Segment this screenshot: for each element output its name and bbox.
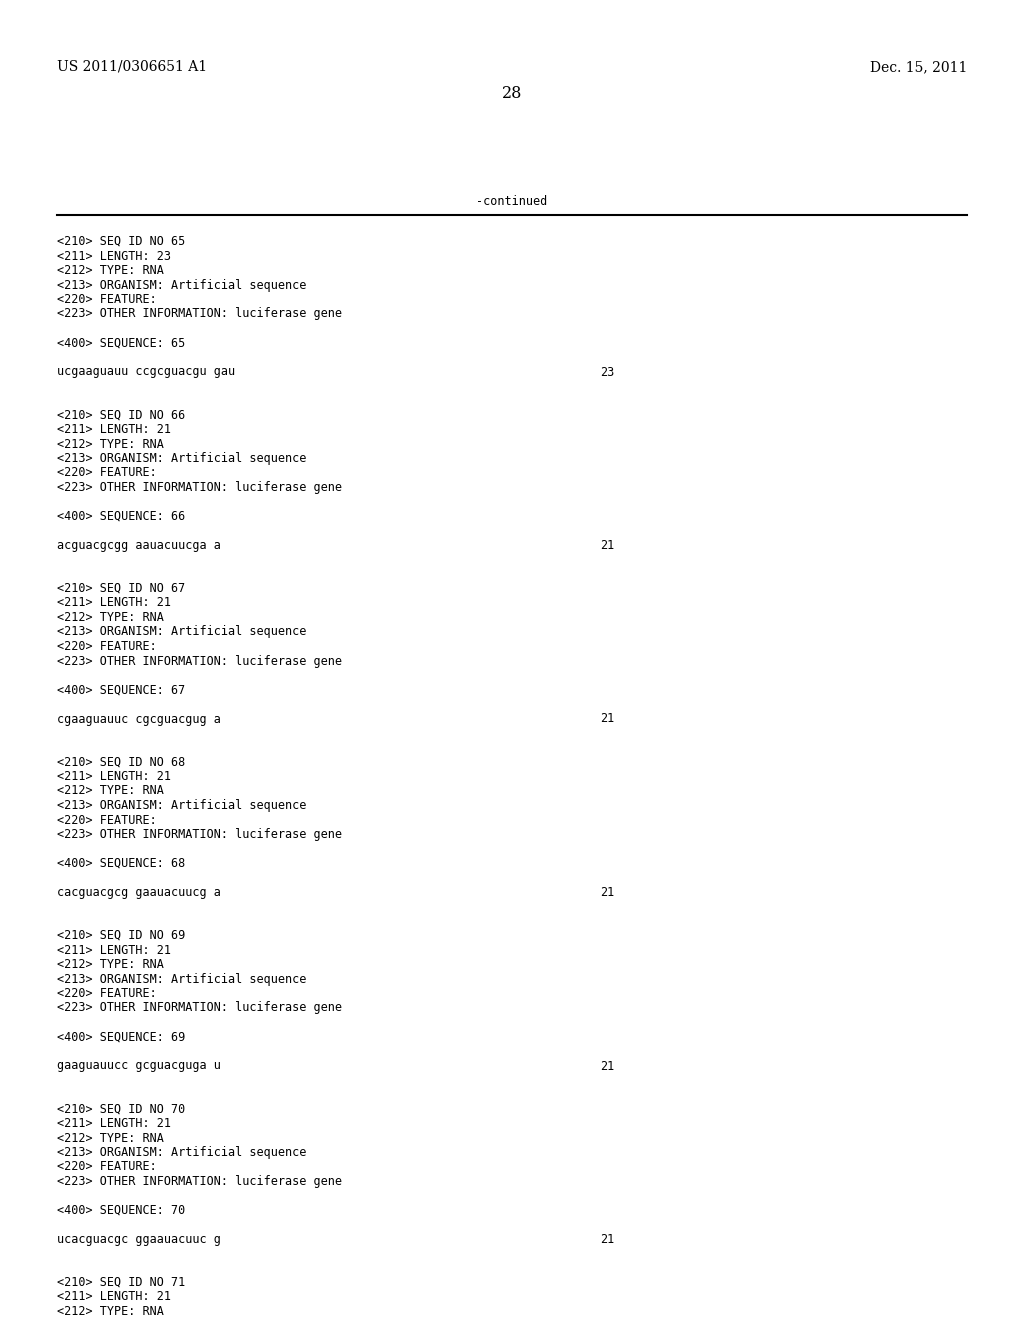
Text: <211> LENGTH: 21: <211> LENGTH: 21 [57, 597, 171, 610]
Text: <213> ORGANISM: Artificial sequence: <213> ORGANISM: Artificial sequence [57, 799, 306, 812]
Text: <213> ORGANISM: Artificial sequence: <213> ORGANISM: Artificial sequence [57, 973, 306, 986]
Text: <212> TYPE: RNA: <212> TYPE: RNA [57, 958, 164, 972]
Text: <220> FEATURE:: <220> FEATURE: [57, 466, 157, 479]
Text: <220> FEATURE:: <220> FEATURE: [57, 813, 157, 826]
Text: -continued: -continued [476, 195, 548, 209]
Text: <213> ORGANISM: Artificial sequence: <213> ORGANISM: Artificial sequence [57, 1146, 306, 1159]
Text: Dec. 15, 2011: Dec. 15, 2011 [869, 59, 967, 74]
Text: US 2011/0306651 A1: US 2011/0306651 A1 [57, 59, 207, 74]
Text: <210> SEQ ID NO 71: <210> SEQ ID NO 71 [57, 1276, 185, 1290]
Text: 21: 21 [600, 886, 614, 899]
Text: <213> ORGANISM: Artificial sequence: <213> ORGANISM: Artificial sequence [57, 279, 306, 292]
Text: <213> ORGANISM: Artificial sequence: <213> ORGANISM: Artificial sequence [57, 451, 306, 465]
Text: <212> TYPE: RNA: <212> TYPE: RNA [57, 437, 164, 450]
Text: <212> TYPE: RNA: <212> TYPE: RNA [57, 1305, 164, 1317]
Text: <220> FEATURE:: <220> FEATURE: [57, 640, 157, 653]
Text: <213> ORGANISM: Artificial sequence: <213> ORGANISM: Artificial sequence [57, 626, 306, 639]
Text: <400> SEQUENCE: 67: <400> SEQUENCE: 67 [57, 684, 185, 697]
Text: ucacguacgc ggaauacuuc g: ucacguacgc ggaauacuuc g [57, 1233, 221, 1246]
Text: <212> TYPE: RNA: <212> TYPE: RNA [57, 264, 164, 277]
Text: <212> TYPE: RNA: <212> TYPE: RNA [57, 784, 164, 797]
Text: 21: 21 [600, 1060, 614, 1072]
Text: acguacgcgg aauacuucga a: acguacgcgg aauacuucga a [57, 539, 221, 552]
Text: <400> SEQUENCE: 69: <400> SEQUENCE: 69 [57, 1031, 185, 1044]
Text: <211> LENGTH: 21: <211> LENGTH: 21 [57, 770, 171, 783]
Text: <400> SEQUENCE: 65: <400> SEQUENCE: 65 [57, 337, 185, 350]
Text: <210> SEQ ID NO 69: <210> SEQ ID NO 69 [57, 929, 185, 942]
Text: <223> OTHER INFORMATION: luciferase gene: <223> OTHER INFORMATION: luciferase gene [57, 480, 342, 494]
Text: <211> LENGTH: 21: <211> LENGTH: 21 [57, 944, 171, 957]
Text: <400> SEQUENCE: 68: <400> SEQUENCE: 68 [57, 857, 185, 870]
Text: <210> SEQ ID NO 68: <210> SEQ ID NO 68 [57, 755, 185, 768]
Text: ucgaaguauu ccgcguacgu gau: ucgaaguauu ccgcguacgu gau [57, 366, 236, 379]
Text: <210> SEQ ID NO 67: <210> SEQ ID NO 67 [57, 582, 185, 595]
Text: <223> OTHER INFORMATION: luciferase gene: <223> OTHER INFORMATION: luciferase gene [57, 1002, 342, 1015]
Text: <223> OTHER INFORMATION: luciferase gene: <223> OTHER INFORMATION: luciferase gene [57, 1175, 342, 1188]
Text: 21: 21 [600, 539, 614, 552]
Text: <400> SEQUENCE: 66: <400> SEQUENCE: 66 [57, 510, 185, 523]
Text: <212> TYPE: RNA: <212> TYPE: RNA [57, 1131, 164, 1144]
Text: cgaaguauuc cgcguacgug a: cgaaguauuc cgcguacgug a [57, 713, 221, 726]
Text: 21: 21 [600, 713, 614, 726]
Text: 21: 21 [600, 1233, 614, 1246]
Text: <220> FEATURE:: <220> FEATURE: [57, 293, 157, 306]
Text: <211> LENGTH: 21: <211> LENGTH: 21 [57, 422, 171, 436]
Text: <210> SEQ ID NO 66: <210> SEQ ID NO 66 [57, 408, 185, 421]
Text: cacguacgcg gaauacuucg a: cacguacgcg gaauacuucg a [57, 886, 221, 899]
Text: 23: 23 [600, 366, 614, 379]
Text: <223> OTHER INFORMATION: luciferase gene: <223> OTHER INFORMATION: luciferase gene [57, 308, 342, 321]
Text: gaaguauucc gcguacguga u: gaaguauucc gcguacguga u [57, 1060, 221, 1072]
Text: <212> TYPE: RNA: <212> TYPE: RNA [57, 611, 164, 624]
Text: <223> OTHER INFORMATION: luciferase gene: <223> OTHER INFORMATION: luciferase gene [57, 655, 342, 668]
Text: <223> OTHER INFORMATION: luciferase gene: <223> OTHER INFORMATION: luciferase gene [57, 828, 342, 841]
Text: <211> LENGTH: 21: <211> LENGTH: 21 [57, 1291, 171, 1304]
Text: <220> FEATURE:: <220> FEATURE: [57, 987, 157, 1001]
Text: <210> SEQ ID NO 65: <210> SEQ ID NO 65 [57, 235, 185, 248]
Text: <400> SEQUENCE: 70: <400> SEQUENCE: 70 [57, 1204, 185, 1217]
Text: <220> FEATURE:: <220> FEATURE: [57, 1160, 157, 1173]
Text: <210> SEQ ID NO 70: <210> SEQ ID NO 70 [57, 1102, 185, 1115]
Text: <211> LENGTH: 21: <211> LENGTH: 21 [57, 1117, 171, 1130]
Text: 28: 28 [502, 84, 522, 102]
Text: <211> LENGTH: 23: <211> LENGTH: 23 [57, 249, 171, 263]
